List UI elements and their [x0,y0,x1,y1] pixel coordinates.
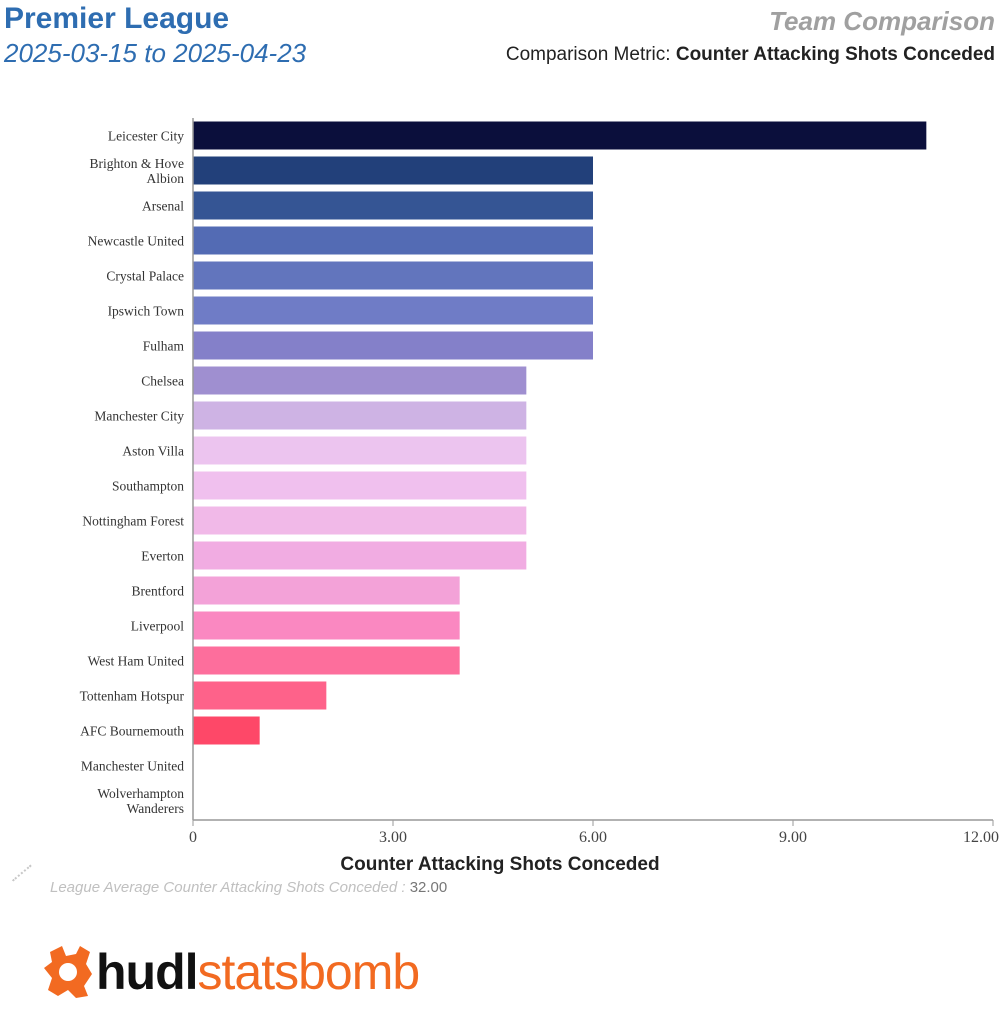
x-tick-label: 9.00 [779,829,807,846]
bar [193,646,460,675]
bar [193,121,927,150]
y-tick-label: Brighton & Hove Albion [90,156,185,186]
x-tick-label: 6.00 [579,829,607,846]
y-tick-label: Manchester United [81,759,184,774]
logo-wordmark-light: statsbomb [197,944,421,1000]
x-tick-label: 3.00 [379,829,407,846]
y-tick-label: Manchester City [94,409,184,424]
bar [193,331,593,360]
logo-wordmark: hudlstatsbomb [96,943,421,1001]
comparison-metric: Comparison Metric: Counter Attacking Sho… [506,44,995,66]
bar [193,261,593,290]
bar [193,191,593,220]
y-tick-label: Wolverhampton Wanderers [97,786,184,816]
metric-prefix: Comparison Metric: [505,44,671,65]
bar [193,611,460,640]
y-tick-label: Newcastle United [88,234,185,249]
x-axis-label: Counter Attacking Shots Conceded [340,854,659,875]
bar [193,366,527,395]
bar-chart: Leicester City Brighton & Hove Albion Arsen… [80,118,999,875]
bar [193,401,527,430]
bar [193,296,593,325]
average-value: 32.00 [409,879,448,896]
y-tick-label: Southampton [112,479,184,494]
y-tick-label: Chelsea [141,374,184,389]
y-tick-label: Tottenham Hotspur [80,689,185,704]
league-title: Premier League [4,2,230,35]
bar [193,716,260,745]
y-tick-label: Arsenal [142,199,184,214]
y-tick-label: Everton [141,549,184,564]
bar [193,436,527,465]
y-tick-label: Crystal Palace [106,269,184,284]
y-tick-label: Nottingham Forest [82,514,184,529]
date-range: 2025-03-15 to 2025-04-23 [4,38,307,68]
y-tick-label: Aston Villa [122,444,184,459]
metric-name: Counter Attacking Shots Conceded [675,44,995,65]
y-tick-label: Leicester City [108,129,184,144]
bar [193,506,527,535]
bar [193,471,527,500]
bar [193,541,527,570]
league-average: League Average Counter Attacking Shots C… [50,879,447,896]
y-tick-label: AFC Bournemouth [80,724,184,739]
view-title: Team Comparison [769,6,995,36]
average-label: League Average Counter Attacking Shots C… [50,879,406,896]
logo-wordmark-bold: hudl [96,944,199,1000]
x-tick-label: 12.00 [963,829,999,846]
y-tick-label: West Ham United [88,654,185,669]
bar [193,576,460,605]
y-tick-label: Liverpool [131,619,184,634]
bar [193,681,327,710]
bar [193,156,593,185]
y-tick-label: Fulham [143,339,185,354]
y-tick-label: Ipswich Town [108,304,185,319]
bar [193,226,593,255]
hudl-statsbomb-logo: hudlstatsbomb [40,940,421,1004]
x-tick-label: 0 [189,829,197,846]
y-tick-label: Brentford [132,584,185,599]
statsbomb-logo-icon [44,946,92,998]
